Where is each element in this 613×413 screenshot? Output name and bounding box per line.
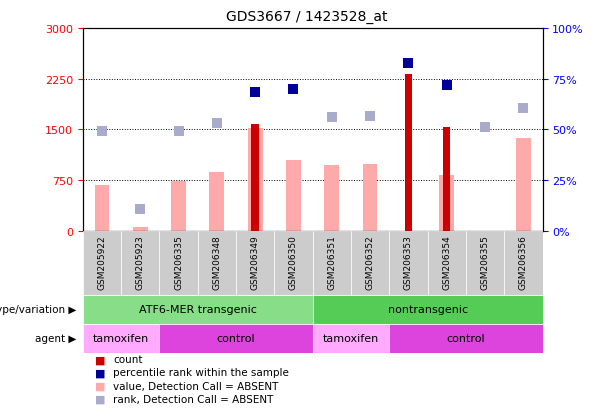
Bar (94, 185, 109, 231)
Text: ■: ■ (95, 394, 105, 404)
Bar (440, 176, 454, 231)
Text: tamoxifen: tamoxifen (323, 334, 379, 344)
Text: rank, Detection Call = ABSENT: rank, Detection Call = ABSENT (113, 394, 274, 404)
Bar (83, 295, 313, 324)
Text: nontransgenic: nontransgenic (387, 305, 468, 315)
Text: GSM206356: GSM206356 (519, 235, 528, 289)
Text: GSM205923: GSM205923 (135, 235, 145, 289)
Text: GSM206348: GSM206348 (212, 235, 221, 289)
Text: GSM206355: GSM206355 (481, 235, 490, 289)
Bar (210, 173, 224, 231)
Text: value, Detection Call = ABSENT: value, Detection Call = ABSENT (113, 381, 279, 391)
Bar (121, 231, 159, 295)
Bar (159, 324, 313, 353)
Bar (275, 231, 313, 295)
Text: agent ▶: agent ▶ (36, 334, 77, 344)
Text: GSM206353: GSM206353 (404, 235, 413, 289)
Bar (248, 129, 262, 231)
Bar (516, 138, 531, 231)
Text: GSM206354: GSM206354 (442, 235, 451, 289)
Bar (313, 324, 389, 353)
Bar (313, 231, 351, 295)
Bar (251, 125, 259, 231)
Text: ■: ■ (95, 354, 105, 364)
Bar (286, 160, 301, 231)
Bar (83, 231, 121, 295)
Text: GSM205922: GSM205922 (97, 235, 107, 289)
Bar (313, 295, 543, 324)
Bar (197, 231, 236, 295)
Text: control: control (446, 334, 485, 344)
Bar (504, 231, 543, 295)
Bar (443, 127, 451, 231)
Text: GSM206335: GSM206335 (174, 235, 183, 289)
Bar (363, 164, 378, 231)
Text: GSM206352: GSM206352 (365, 235, 375, 289)
Text: ■: ■ (95, 368, 105, 377)
Bar (159, 231, 197, 295)
Text: ■: ■ (95, 381, 105, 391)
Bar (389, 324, 543, 353)
Bar (324, 165, 339, 231)
Bar (428, 231, 466, 295)
Text: percentile rank within the sample: percentile rank within the sample (113, 368, 289, 377)
Text: tamoxifen: tamoxifen (93, 334, 149, 344)
Bar (405, 75, 412, 231)
Bar (133, 228, 148, 231)
Text: ATF6-MER transgenic: ATF6-MER transgenic (139, 305, 257, 315)
Text: GSM206349: GSM206349 (251, 235, 260, 289)
Bar (351, 231, 389, 295)
Text: GDS3667 / 1423528_at: GDS3667 / 1423528_at (226, 10, 387, 24)
Text: GSM206350: GSM206350 (289, 235, 298, 289)
Bar (389, 231, 428, 295)
Bar (466, 231, 504, 295)
Text: control: control (216, 334, 256, 344)
Bar (236, 231, 275, 295)
Bar (171, 182, 186, 231)
Text: GSM206351: GSM206351 (327, 235, 337, 289)
Text: count: count (113, 354, 143, 364)
Bar (83, 324, 159, 353)
Text: genotype/variation ▶: genotype/variation ▶ (0, 305, 77, 315)
